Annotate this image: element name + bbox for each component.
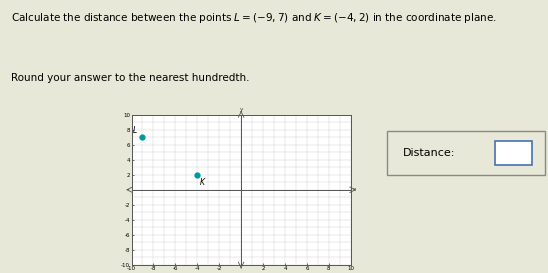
FancyBboxPatch shape: [495, 141, 532, 165]
Text: L: L: [133, 126, 137, 135]
Text: Distance:: Distance:: [403, 148, 456, 158]
FancyBboxPatch shape: [387, 131, 545, 175]
Text: y: y: [239, 107, 243, 112]
Text: Calculate the distance between the points $L=(-9,7)$ and $K=(-4,2)$ in the coord: Calculate the distance between the point…: [11, 11, 497, 25]
Text: K: K: [199, 179, 204, 188]
Text: Round your answer to the nearest hundredth.: Round your answer to the nearest hundred…: [11, 73, 249, 83]
Text: x: x: [353, 187, 356, 192]
